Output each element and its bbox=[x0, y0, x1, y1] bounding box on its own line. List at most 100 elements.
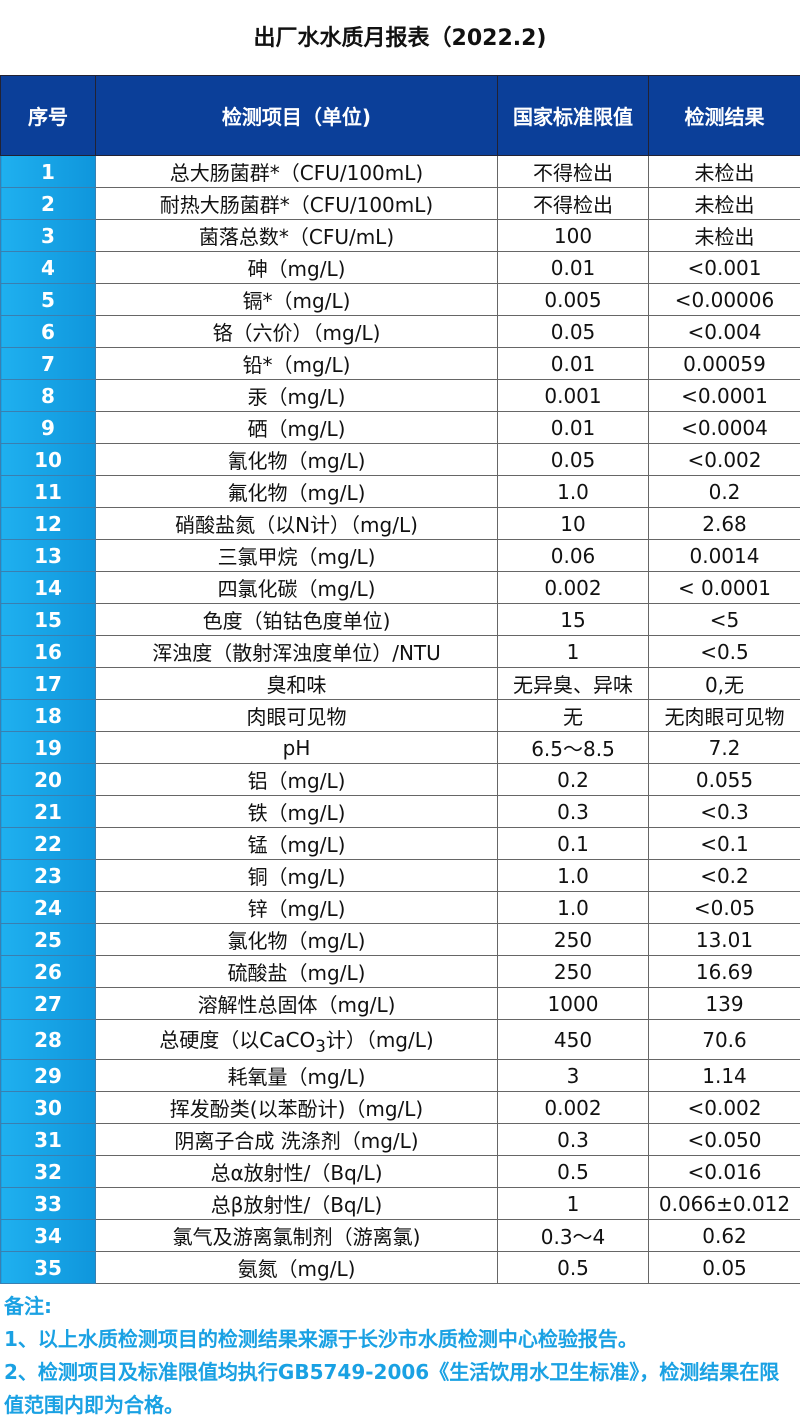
table-row: 6 铬（六价）（mg/L) 0.05 <0.004 bbox=[0, 315, 800, 348]
row-number: 6 bbox=[0, 315, 96, 348]
row-number: 7 bbox=[0, 347, 96, 380]
item-name: 臭和味 bbox=[95, 667, 498, 700]
table-row: 11 氟化物（mg/L) 1.0 0.2 bbox=[0, 475, 800, 508]
standard-limit: 6.5～8.5 bbox=[497, 731, 649, 764]
standard-limit: 0.3 bbox=[497, 1123, 649, 1156]
test-result: <0.0001 bbox=[648, 379, 800, 412]
standard-limit: 0.05 bbox=[497, 315, 649, 348]
test-result: <0.0004 bbox=[648, 411, 800, 444]
standard-limit: 450 bbox=[497, 1019, 649, 1060]
table-row: 26 硫酸盐（mg/L) 250 16.69 bbox=[0, 955, 800, 988]
water-quality-table: 序号 检测项目（单位) 国家标准限值 检测结果 1 总大肠菌群*（CFU/100m… bbox=[0, 75, 800, 1284]
standard-limit: 0.01 bbox=[497, 347, 649, 380]
item-name: 挥发酚类(以苯酚计)（mg/L) bbox=[95, 1091, 498, 1124]
standard-limit: 250 bbox=[497, 955, 649, 988]
standard-limit: 1 bbox=[497, 635, 649, 668]
item-name: 菌落总数*（CFU/mL) bbox=[95, 219, 498, 252]
report-title: 出厂水水质月报表（2022.2) bbox=[253, 26, 547, 51]
table-row: 33 总β放射性/（Bq/L) 1 0.066±0.012 bbox=[0, 1187, 800, 1220]
table-row: 21 铁（mg/L) 0.3 <0.3 bbox=[0, 795, 800, 828]
item-name: 氟化物（mg/L) bbox=[95, 475, 498, 508]
standard-limit: 1.0 bbox=[497, 859, 649, 892]
standard-limit: 0.01 bbox=[497, 251, 649, 284]
test-result: <5 bbox=[648, 603, 800, 636]
item-name: 硫酸盐（mg/L) bbox=[95, 955, 498, 988]
item-name: 三氯甲烷（mg/L) bbox=[95, 539, 498, 572]
row-number: 20 bbox=[0, 763, 96, 796]
row-number: 14 bbox=[0, 571, 96, 604]
test-result: 0.2 bbox=[648, 475, 800, 508]
item-name-part: 总硬度（以CaCO bbox=[159, 1027, 316, 1052]
row-number: 12 bbox=[0, 507, 96, 540]
row-number: 17 bbox=[0, 667, 96, 700]
note-2: 2、检测项目及标准限值均执行GB5749-2006《生活饮用水卫生标准》，检测结… bbox=[4, 1360, 780, 1417]
row-number: 28 bbox=[0, 1019, 96, 1060]
row-number: 18 bbox=[0, 699, 96, 732]
header-item: 检测项目（单位) bbox=[95, 75, 498, 156]
header-result: 检测结果 bbox=[648, 75, 800, 156]
standard-limit: 0.5 bbox=[497, 1155, 649, 1188]
row-number: 13 bbox=[0, 539, 96, 572]
table-row: 13 三氯甲烷（mg/L) 0.06 0.0014 bbox=[0, 539, 800, 572]
table-row: 16 浑浊度（散射浑浊度单位）/NTU 1 <0.5 bbox=[0, 635, 800, 668]
item-name: 锰（mg/L) bbox=[95, 827, 498, 860]
test-result: <0.050 bbox=[648, 1123, 800, 1156]
item-name: 总α放射性/（Bq/L) bbox=[95, 1155, 498, 1188]
table-row: 25 氯化物（mg/L) 250 13.01 bbox=[0, 923, 800, 956]
row-number: 23 bbox=[0, 859, 96, 892]
test-result: 未检出 bbox=[648, 155, 800, 188]
note-1: 1、以上水质检测项目的检测结果来源于长沙市水质检测中心检验报告。 bbox=[4, 1327, 638, 1351]
row-number: 11 bbox=[0, 475, 96, 508]
header-standard: 国家标准限值 bbox=[497, 75, 649, 156]
row-number: 26 bbox=[0, 955, 96, 988]
item-name: 铜（mg/L) bbox=[95, 859, 498, 892]
item-name: 铅*（mg/L) bbox=[95, 347, 498, 380]
row-number: 22 bbox=[0, 827, 96, 860]
header-number: 序号 bbox=[0, 75, 96, 156]
table-row: 7 铅*（mg/L) 0.01 0.00059 bbox=[0, 347, 800, 380]
test-result: 无肉眼可见物 bbox=[648, 699, 800, 732]
item-name: pH bbox=[95, 731, 498, 764]
table-row: 32 总α放射性/（Bq/L) 0.5 <0.016 bbox=[0, 1155, 800, 1188]
row-number: 21 bbox=[0, 795, 96, 828]
standard-limit: 0.002 bbox=[497, 571, 649, 604]
test-result: 未检出 bbox=[648, 219, 800, 252]
item-name: 氰化物（mg/L) bbox=[95, 443, 498, 476]
table-row: 3 菌落总数*（CFU/mL) 100 未检出 bbox=[0, 219, 800, 252]
test-result: 7.2 bbox=[648, 731, 800, 764]
row-number: 33 bbox=[0, 1187, 96, 1220]
item-name: 氯气及游离氯制剂（游离氯) bbox=[95, 1219, 498, 1252]
table-row: 5 镉*（mg/L) 0.005 <0.00006 bbox=[0, 283, 800, 316]
item-name: 氨氮（mg/L) bbox=[95, 1251, 498, 1284]
table-row: 34 氯气及游离氯制剂（游离氯) 0.3～4 0.62 bbox=[0, 1219, 800, 1252]
standard-limit: 0.001 bbox=[497, 379, 649, 412]
test-result: 16.69 bbox=[648, 955, 800, 988]
item-name: 砷（mg/L) bbox=[95, 251, 498, 284]
item-name: 镉*（mg/L) bbox=[95, 283, 498, 316]
row-number: 15 bbox=[0, 603, 96, 636]
table-row: 9 硒（mg/L) 0.01 <0.0004 bbox=[0, 411, 800, 444]
row-number: 10 bbox=[0, 443, 96, 476]
table-row: 20 铝（mg/L) 0.2 0.055 bbox=[0, 763, 800, 796]
item-name: 铬（六价）（mg/L) bbox=[95, 315, 498, 348]
test-result: 0.0014 bbox=[648, 539, 800, 572]
table-row: 18 肉眼可见物无无肉眼可见物 bbox=[0, 699, 800, 732]
table-row: 19 pH 6.5～8.5 7.2 bbox=[0, 731, 800, 764]
table-row: 30 挥发酚类(以苯酚计)（mg/L) 0.002 <0.002 bbox=[0, 1091, 800, 1124]
table-row: 4 砷（mg/L) 0.01 <0.001 bbox=[0, 251, 800, 284]
standard-limit: 不得检出 bbox=[497, 187, 649, 220]
row-number: 1 bbox=[0, 155, 96, 188]
test-result: <0.5 bbox=[648, 635, 800, 668]
standard-limit: 0.5 bbox=[497, 1251, 649, 1284]
standard-limit: 1000 bbox=[497, 987, 649, 1020]
test-result: <0.002 bbox=[648, 1091, 800, 1124]
row-number: 24 bbox=[0, 891, 96, 924]
test-result: 1.14 bbox=[648, 1059, 800, 1092]
item-name: 色度（铂钴色度单位) bbox=[95, 603, 498, 636]
table-row: 8 汞（mg/L) 0.001 <0.0001 bbox=[0, 379, 800, 412]
standard-limit: 100 bbox=[497, 219, 649, 252]
row-number: 35 bbox=[0, 1251, 96, 1284]
row-number: 4 bbox=[0, 251, 96, 284]
item-name: 铁（mg/L) bbox=[95, 795, 498, 828]
item-name: 耗氧量（mg/L) bbox=[95, 1059, 498, 1092]
